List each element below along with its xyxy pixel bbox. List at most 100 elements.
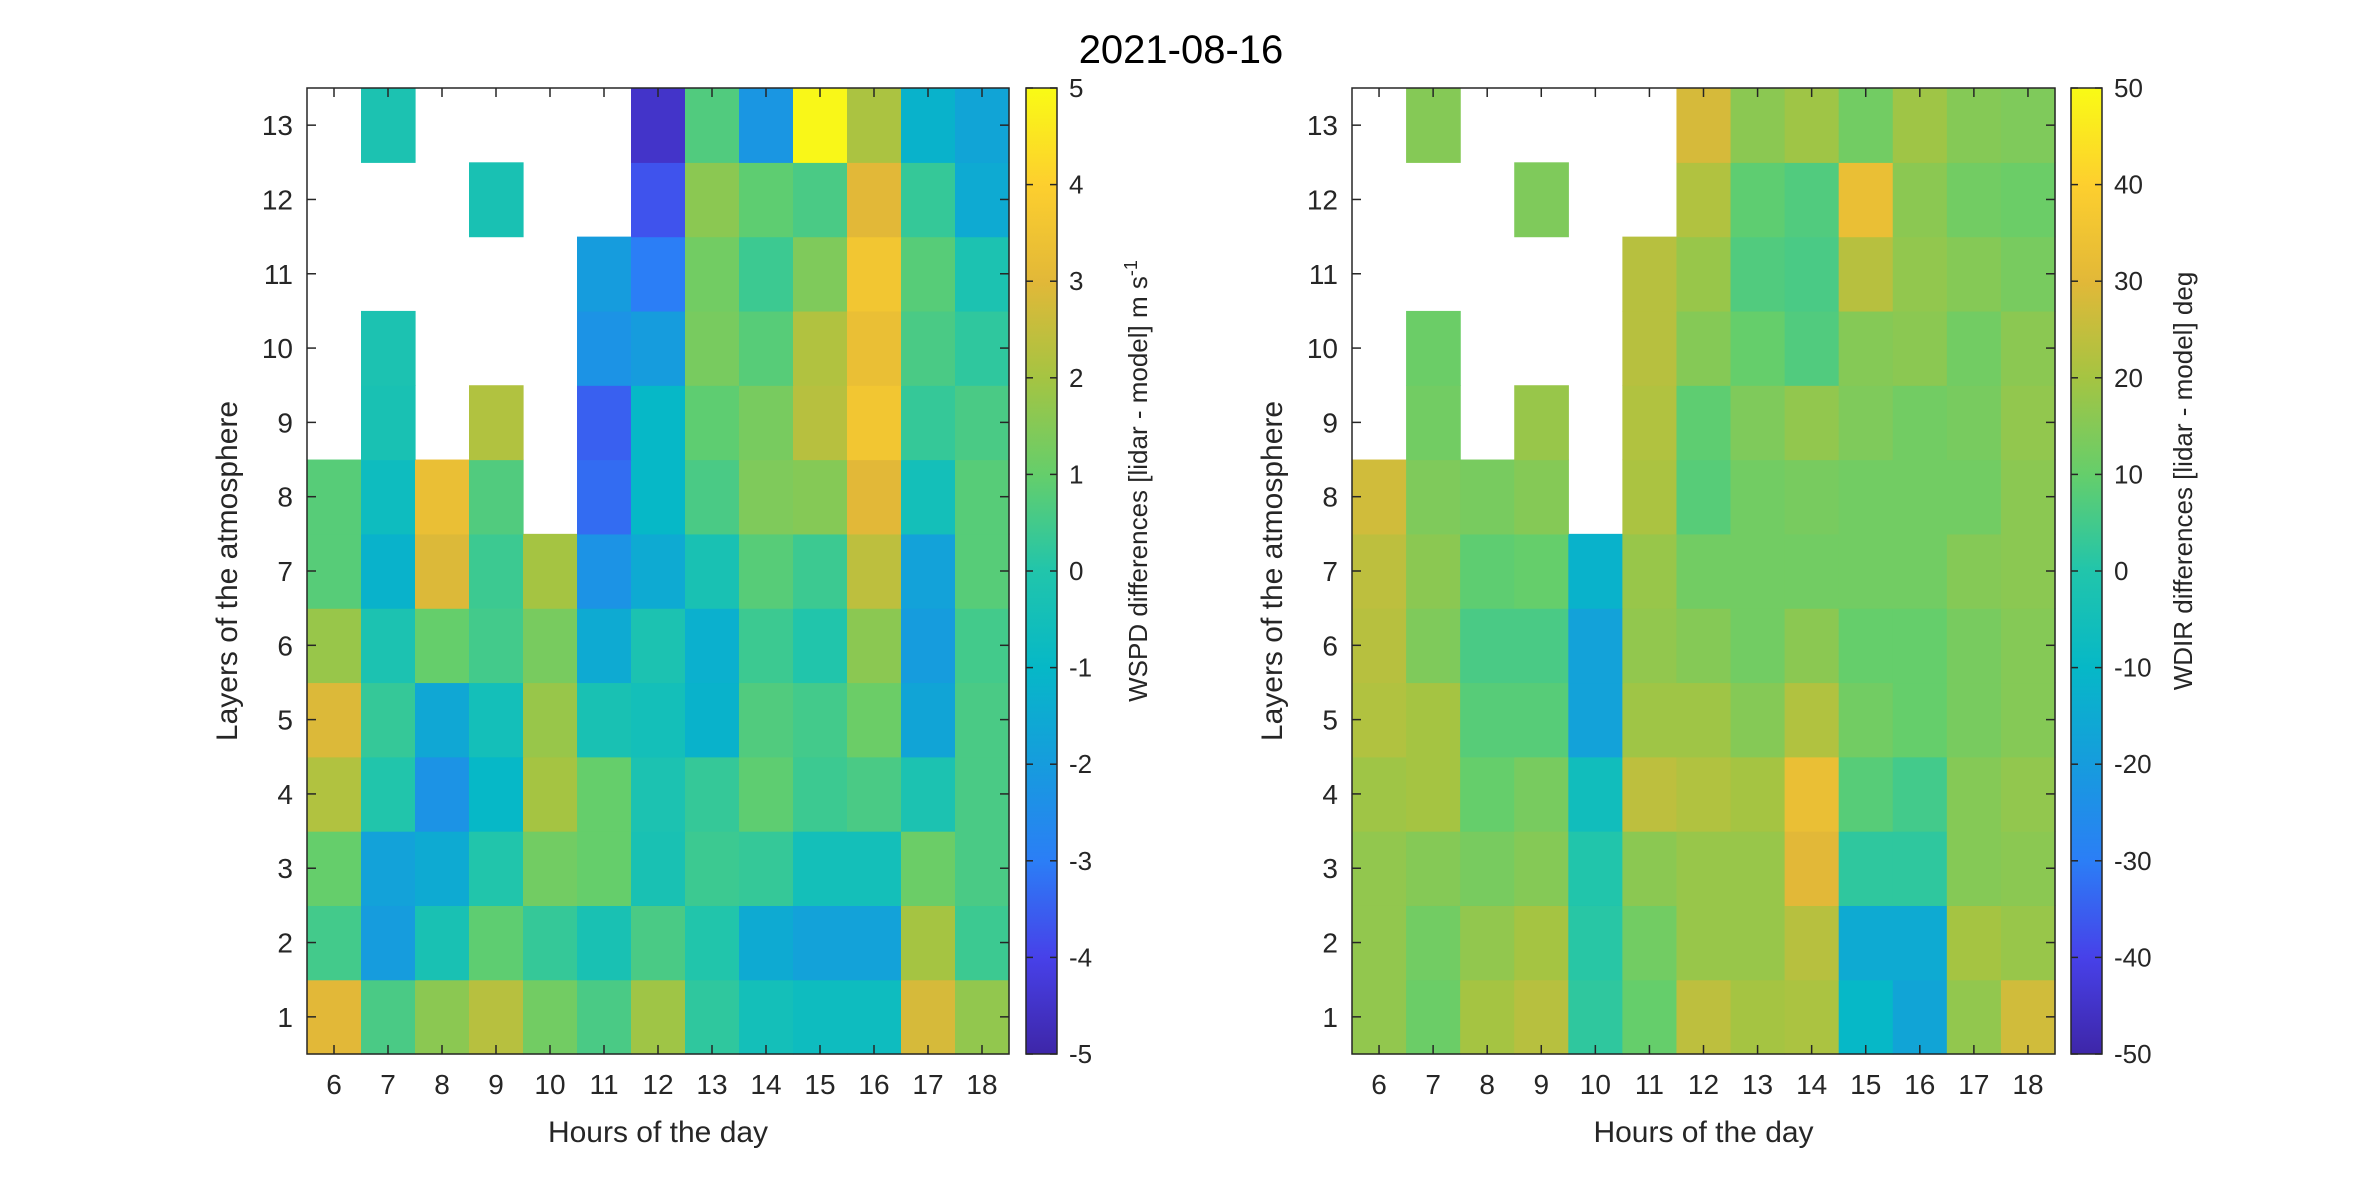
heatmap-cell: hour 11, layer 10: -2.3 xyxy=(577,310,632,386)
heatmap-cell: hour 16, layer 2: -1.8 xyxy=(847,905,902,981)
heatmap-cell: hour 15, layer 1: -0.7 xyxy=(793,979,848,1055)
heatmap-cell: hour 14, layer 2: -1.5 xyxy=(739,905,794,981)
heatmap-cell: hour 13, layer 11: 1.2 xyxy=(685,236,740,312)
heatmap-cell: hour 17, layer 7: -1.8 xyxy=(901,533,956,609)
y-axis-label: Layers of the atmosphere xyxy=(211,401,244,741)
heatmap-cell: hour 11, layer 4: 24 xyxy=(1622,756,1678,832)
heatmap-cell: hour 17, layer 11: 0.8 xyxy=(901,236,956,312)
heatmap-cell: hour 15, layer 9: 14 xyxy=(1838,385,1894,461)
heatmap-cell: hour 14, layer 11: 0.4 xyxy=(739,236,794,312)
heatmap-cell: hour 13, layer 10: 1.3 xyxy=(685,310,740,386)
y-tick-label: 2 xyxy=(1322,928,1338,959)
heatmap-cell: hour 6, layer 3: 17 xyxy=(1352,831,1407,906)
heatmap-cell: hour 7, layer 10: 11 xyxy=(1406,310,1461,386)
heatmap-cell: hour 15, layer 5: 12 xyxy=(1838,682,1894,758)
heatmap-cell: hour 16, layer 12: 3 xyxy=(847,162,902,238)
heatmap-cell: hour 11, layer 11: -2 xyxy=(577,236,632,312)
heatmap-cell: hour 16, layer 9: 12 xyxy=(1892,385,1948,461)
x-tick-label: 10 xyxy=(1580,1069,1611,1100)
heatmap-cell: hour 7, layer 5: 0.3 xyxy=(361,682,416,758)
heatmap-cell: hour 14, layer 5: 0.7 xyxy=(739,682,794,758)
heatmap-cell: hour 12, layer 12: 22 xyxy=(1676,162,1732,238)
heatmap-cell: hour 7, layer 13: 15 xyxy=(1406,88,1461,163)
colorbar-tick-label: -4 xyxy=(1069,942,1092,972)
heatmap-cell: hour 8, layer 3: 13 xyxy=(1460,831,1515,906)
heatmap-cell: hour 12, layer 3: 18 xyxy=(1676,831,1732,906)
heatmap-cell: hour 6, layer 1: 3 xyxy=(307,979,362,1055)
heatmap-cell: hour 16, layer 4: 0.6 xyxy=(847,756,902,832)
y-tick-label: 7 xyxy=(1322,556,1338,587)
heatmap-cell: hour 8, layer 8: 3.3 xyxy=(415,459,470,535)
heatmap-cell: hour 13, layer 13: 0.7 xyxy=(685,88,740,163)
heatmap-cell: hour 7, layer 4: 20 xyxy=(1406,756,1461,832)
y-tick-label: 10 xyxy=(262,333,293,364)
heatmap-cell: hour 9, layer 3: 15 xyxy=(1514,831,1569,906)
heatmap-cell: hour 7, layer 8: 14 xyxy=(1406,459,1461,535)
figure-title: 2021-08-16 xyxy=(1078,28,1284,72)
heatmap-cell: hour 14, layer 3: 0.3 xyxy=(739,831,794,906)
heatmap-cell: hour 17, layer 12: 0.3 xyxy=(901,162,956,238)
colorbar-tick-label: 4 xyxy=(1069,170,1083,200)
x-tick-label: 6 xyxy=(326,1069,342,1100)
heatmap-cell: hour 17, layer 4: 15 xyxy=(1946,756,2002,832)
heatmap-cell: hour 13, layer 6: 12 xyxy=(1730,608,1786,684)
heatmap-cell: hour 9, layer 9: 18 xyxy=(1514,385,1569,461)
heatmap-cell: hour 14, layer 1: -0.5 xyxy=(739,979,794,1055)
heatmap-cell: hour 6, layer 5: 2.9 xyxy=(307,682,362,758)
y-tick-label: 3 xyxy=(277,853,293,884)
heatmap-cell: hour 9, layer 5: 8 xyxy=(1514,682,1569,758)
heatmap-cell: hour 14, layer 10: 7 xyxy=(1784,310,1840,386)
heatmap-cell: hour 12, layer 4: -0.2 xyxy=(631,756,686,832)
heatmap-cell: hour 16, layer 5: 10 xyxy=(1892,682,1948,758)
heatmap-cell: hour 17, layer 5: -1.7 xyxy=(901,682,956,758)
heatmap-cell: hour 10, layer 6: -18 xyxy=(1568,608,1623,684)
heatmap-panel-2: hour 6, layer 1: 17hour 7, layer 1: 11ho… xyxy=(1256,73,2198,1149)
heatmap-cell: hour 11, layer 5: 19 xyxy=(1622,682,1678,758)
heatmap-cell: hour 7, layer 10: -0.2 xyxy=(361,310,416,386)
heatmap-cell: hour 6, layer 5: 22 xyxy=(1352,682,1407,758)
heatmap-cell: hour 13, layer 3: 0.4 xyxy=(685,831,740,906)
heatmap-cell: hour 13, layer 2: 0 xyxy=(685,905,740,981)
heatmap-cell: hour 8, layer 6: 6 xyxy=(1460,608,1515,684)
heatmap-cell: hour 15, layer 2: -15 xyxy=(1838,905,1894,981)
heatmap-cell: hour 14, layer 12: 0.9 xyxy=(739,162,794,238)
y-tick-label: 1 xyxy=(1322,1002,1338,1033)
heatmap-cell: hour 17, layer 10: 0.6 xyxy=(901,310,956,386)
heatmap-cell: hour 11, layer 9: -3.5 xyxy=(577,385,632,461)
y-tick-label: 6 xyxy=(277,630,293,661)
heatmap-cell: hour 9, layer 12: -0.3 xyxy=(469,162,524,238)
heatmap-cell: hour 13, layer 2: 18 xyxy=(1730,905,1786,981)
heatmap-cell: hour 8, layer 5: -1.6 xyxy=(415,682,470,758)
y-tick-label: 11 xyxy=(264,259,293,290)
heatmap-cell: hour 14, layer 7: 12 xyxy=(1784,533,1840,609)
heatmap-cell: hour 12, layer 9: 9 xyxy=(1676,385,1732,461)
heatmap-cell: hour 7, layer 1: 0.6 xyxy=(361,979,416,1055)
heatmap-cell: hour 10, layer 6: 1.3 xyxy=(523,608,578,684)
x-tick-label: 12 xyxy=(1688,1069,1719,1100)
heatmap-cell: hour 11, layer 2: 12 xyxy=(1622,905,1678,981)
heatmap-cell: hour 16, layer 6: 10 xyxy=(1892,608,1948,684)
heatmap-cell: hour 9, layer 2: 20 xyxy=(1514,905,1569,981)
heatmap-cell: hour 16, layer 12: 16 xyxy=(1892,162,1948,238)
colorbar-tick-label: -2 xyxy=(1069,749,1092,779)
heatmap-cell: hour 9, layer 5: -0.5 xyxy=(469,682,524,758)
y-tick-label: 8 xyxy=(277,482,293,513)
heatmap-cell: hour 11, layer 8: -3.3 xyxy=(577,459,632,535)
heatmap-cell: hour 13, layer 9: 0.9 xyxy=(685,385,740,461)
heatmap-cell: hour 12, layer 12: -3.7 xyxy=(631,162,686,238)
heatmap-cell: hour 6, layer 4: 19 xyxy=(1352,756,1407,832)
heatmap-cell: hour 17, layer 12: 12 xyxy=(1946,162,2002,238)
colorbar-tick-label: 2 xyxy=(1069,363,1083,393)
heatmap-cell: hour 12, layer 7: -1.5 xyxy=(631,533,686,609)
heatmap-cell: hour 16, layer 10: 16 xyxy=(1892,310,1948,386)
heatmap-cell: hour 7, layer 7: 16 xyxy=(1406,533,1461,609)
heatmap-cell: hour 15, layer 10: 15 xyxy=(1838,310,1894,386)
heatmap-cell: hour 17, layer 8: -0.5 xyxy=(901,459,956,535)
heatmap-cell: hour 14, layer 1: 21 xyxy=(1784,979,1840,1055)
heatmap-cell: hour 6, layer 1: 17 xyxy=(1352,979,1407,1055)
heatmap-cell: hour 15, layer 9: 2.3 xyxy=(793,385,848,461)
heatmap-cell: hour 10, layer 3: 0 xyxy=(1568,831,1623,906)
heatmap-cell: hour 15, layer 11: 1.4 xyxy=(793,236,848,312)
x-tick-label: 7 xyxy=(1425,1069,1441,1100)
y-tick-label: 12 xyxy=(1307,184,1338,215)
